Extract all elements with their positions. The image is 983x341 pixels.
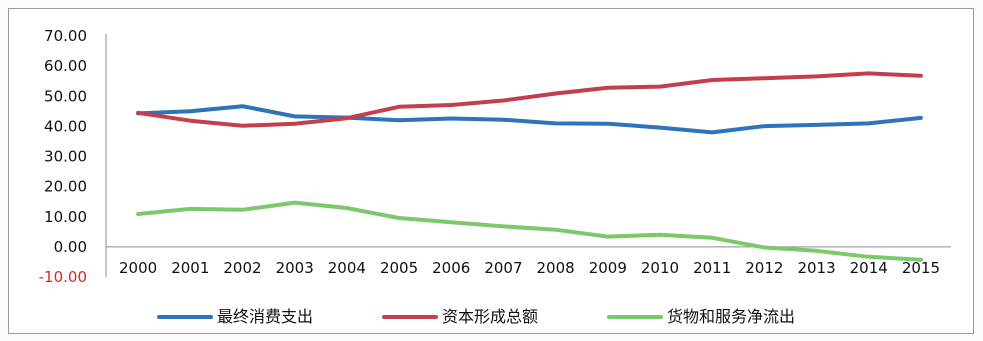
legend: 最终消费支出 资本形成总额 货物和服务净流出 [157, 307, 795, 326]
x-tick-label: 2001 [171, 259, 209, 277]
y-tick-label: 60.00 [44, 57, 87, 75]
y-tick-label: 70.00 [44, 27, 87, 45]
y-tick-label: 0.00 [54, 238, 87, 256]
x-tick-label: 2000 [119, 259, 157, 277]
y-tick-label: 30.00 [44, 148, 87, 166]
line-chart: 70.00 60.00 50.00 40.00 30.00 20.00 10.00 0.00 -… [39, 27, 951, 326]
series-line-0 [136, 104, 923, 135]
series-lines [136, 71, 923, 262]
x-tick-label: 2015 [902, 259, 940, 277]
y-tick-label: -10.00 [39, 268, 87, 286]
y-tick-label: 50.00 [44, 87, 87, 105]
y-tick-label: 10.00 [44, 208, 87, 226]
x-tick-label: 2002 [223, 259, 261, 277]
x-tick-label: 2013 [797, 259, 835, 277]
x-tick-label: 2008 [537, 259, 575, 277]
x-tick-label: 2011 [693, 259, 731, 277]
x-tick-label: 2009 [589, 259, 627, 277]
legend-label: 资本形成总额 [442, 307, 538, 326]
x-tick-label: 2005 [380, 259, 418, 277]
x-tick-label: 2003 [276, 259, 314, 277]
y-tick-label: 40.00 [44, 117, 87, 135]
x-tick-label: 2012 [745, 259, 783, 277]
x-tick-label: 2010 [641, 259, 679, 277]
x-tick-label: 2004 [328, 259, 366, 277]
x-axis: 2000 2001 2002 2003 2004 2005 2006 2007 2008 2009… [106, 246, 951, 277]
series-line-2 [136, 200, 923, 262]
y-axis: 70.00 60.00 50.00 40.00 30.00 20.00 10.00 0.00 -… [39, 27, 107, 286]
y-tick-label: 20.00 [44, 178, 87, 196]
x-tick-label: 2014 [850, 259, 888, 277]
x-tick-label: 2006 [432, 259, 470, 277]
x-tick-label: 2007 [484, 259, 522, 277]
series-line-1 [136, 71, 923, 128]
legend-label: 最终消费支出 [217, 307, 313, 326]
legend-label: 货物和服务净流出 [667, 307, 795, 326]
chart-frame: 70.00 60.00 50.00 40.00 30.00 20.00 10.00 0.00 -… [8, 8, 974, 334]
